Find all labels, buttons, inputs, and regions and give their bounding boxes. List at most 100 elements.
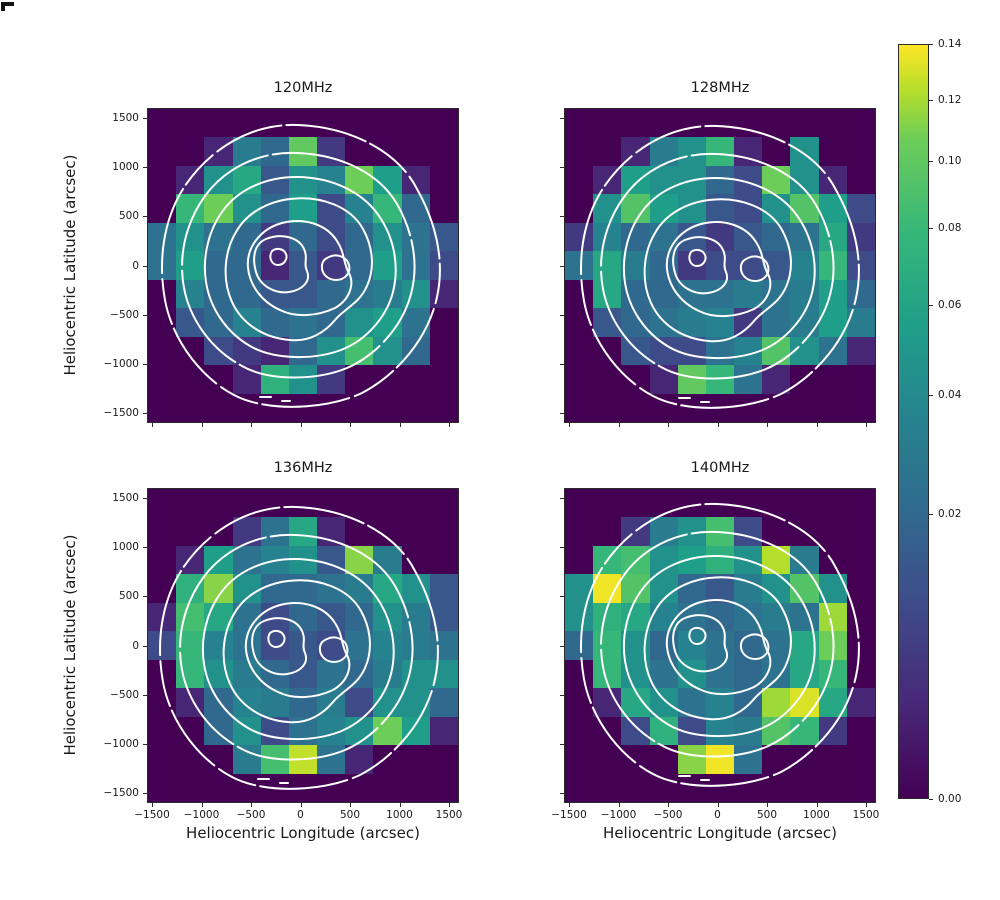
heatmap-cell (565, 659, 594, 689)
heatmap-cell (846, 545, 875, 575)
heatmap-cell (176, 631, 205, 660)
heatmap-cell (818, 336, 847, 366)
heatmap-cell (818, 688, 847, 717)
heatmap-cell (345, 574, 374, 603)
y-tick-mark (143, 547, 147, 549)
heatmap-cell (649, 688, 678, 717)
x-tick-label: 1500 (435, 809, 463, 821)
heatmap-cell (317, 631, 346, 660)
heatmap-cell (176, 489, 205, 518)
heatmap-cell (621, 773, 650, 802)
heatmap-cell (565, 602, 594, 632)
heatmap-cell (148, 336, 177, 366)
heatmap-cell (373, 745, 402, 774)
y-tick-mark (143, 694, 147, 696)
heatmap-cell (734, 365, 763, 394)
heatmap-cell (176, 545, 205, 575)
heatmap-cell (565, 716, 594, 746)
heatmap-cell (734, 393, 763, 422)
heatmap-cell (762, 602, 791, 632)
heatmap-cell (818, 545, 847, 575)
heatmap-cell (288, 279, 318, 309)
y-tick-mark (560, 547, 564, 549)
heatmap-cell (677, 574, 706, 603)
x-tick-mark (399, 803, 401, 807)
heatmap-cell (204, 194, 233, 223)
heatmap-cell (705, 745, 735, 774)
y-tick-mark (560, 596, 564, 598)
heatmap-cell (288, 222, 318, 252)
heatmap-cell (288, 336, 318, 366)
heatmap-cell (790, 279, 819, 309)
y-tick-label: 500 (118, 590, 139, 603)
x-tick-mark (300, 423, 302, 427)
heatmap-cell (565, 194, 594, 223)
heatmap-cell (649, 716, 678, 746)
heatmap-cell (288, 602, 318, 632)
heatmap-cell (373, 489, 402, 518)
heatmap-cell (649, 602, 678, 632)
heatmap-cell (232, 517, 261, 546)
heatmap-cell (176, 659, 205, 689)
heatmap-cell (790, 602, 819, 632)
heatmap-cell (345, 336, 374, 366)
heatmap-cell (204, 489, 233, 518)
heatmap-cell (621, 489, 650, 518)
panel-title-136mhz: 136MHz (273, 460, 333, 476)
heatmap-cell (148, 574, 177, 603)
heatmap-cell (734, 336, 763, 366)
heatmap-cell (148, 365, 177, 394)
y-tick-mark (560, 498, 564, 499)
heatmap-cell (232, 109, 261, 138)
heatmap-cell (621, 545, 650, 575)
heatmap-cell (565, 773, 594, 802)
x-tick-mark (350, 803, 351, 807)
heatmap-cell (148, 489, 177, 518)
heatmap-cell (148, 631, 177, 660)
heatmap-cell (288, 194, 318, 223)
heatmap-cell (790, 251, 819, 280)
heatmap-cell (621, 165, 650, 195)
heatmap-cell (260, 773, 289, 802)
heatmap-cell (649, 251, 678, 280)
heatmap-cell (204, 631, 233, 660)
heatmap-cell (373, 109, 402, 138)
heatmap-panel-140mhz (564, 488, 876, 803)
heatmap-cell (401, 393, 430, 422)
y-tick-label: 1500 (112, 112, 139, 124)
heatmap-cells (148, 109, 458, 422)
heatmap-cell (429, 109, 458, 138)
heatmap-cell (401, 716, 430, 746)
heatmap-cell (345, 773, 374, 802)
heatmap-cell (790, 222, 819, 252)
heatmap-cell (401, 336, 430, 366)
heatmap-cell (649, 137, 678, 166)
heatmap-cell (148, 545, 177, 575)
heatmap-cell (621, 688, 650, 717)
heatmap-cell (401, 574, 430, 603)
heatmap-cell (232, 308, 261, 337)
heatmap-cell (401, 659, 430, 689)
heatmap-cell (429, 393, 458, 422)
y-tick-mark (143, 265, 147, 267)
heatmap-cell (705, 659, 735, 689)
heatmap-cell (204, 688, 233, 717)
x-tick-label: 1500 (852, 809, 880, 821)
heatmap-cell (373, 631, 402, 660)
heatmap-cell (204, 545, 233, 575)
heatmap-cell (232, 251, 261, 280)
heatmap-cell (429, 308, 458, 337)
heatmap-cell (232, 773, 261, 802)
heatmap-cell (373, 659, 402, 689)
heatmap-cell (677, 251, 706, 280)
heatmap-cell (345, 745, 374, 774)
colorbar-tick-mark (929, 395, 933, 397)
heatmap-cell (401, 279, 430, 309)
heatmap-cell (677, 194, 706, 223)
y-tick-label: −500 (110, 688, 139, 701)
heatmap-cell (232, 137, 261, 166)
heatmap-cell (593, 251, 622, 280)
heatmap-cell (790, 194, 819, 223)
y-tick-mark (560, 645, 564, 647)
heatmap-cell (762, 393, 791, 422)
